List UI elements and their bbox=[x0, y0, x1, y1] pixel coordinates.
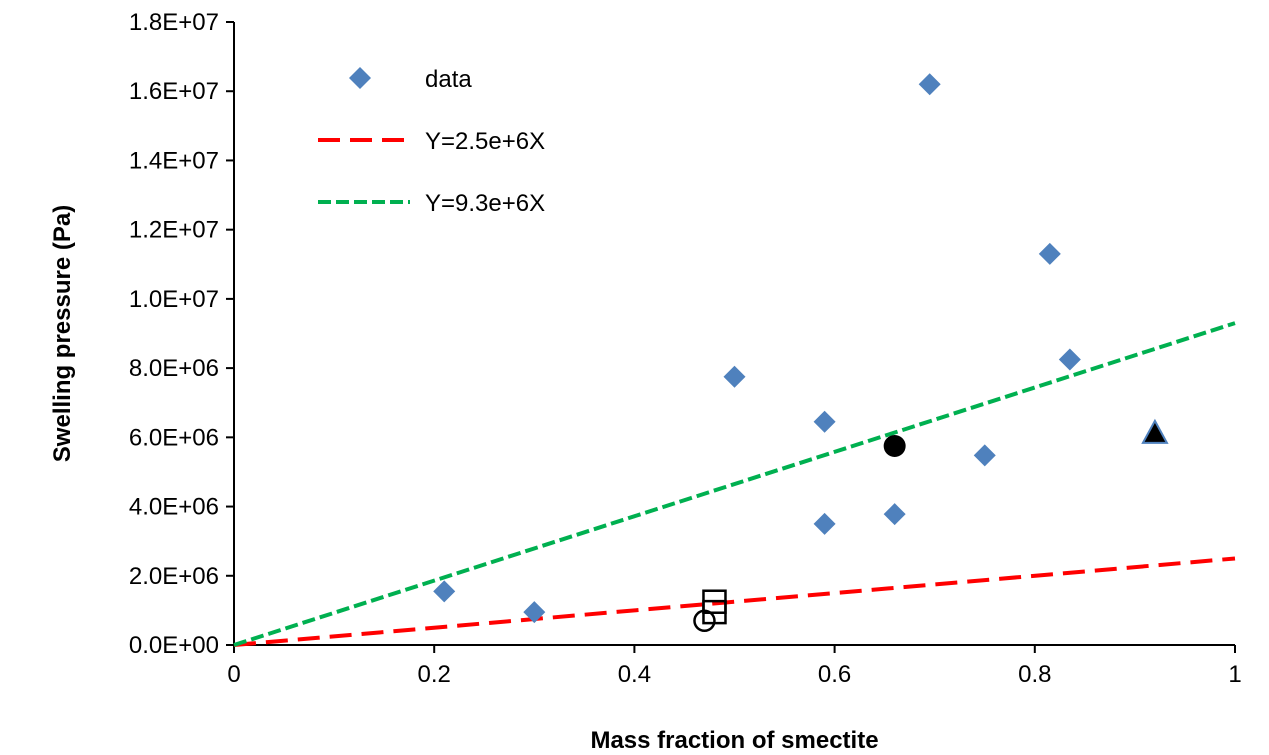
data-point bbox=[973, 444, 996, 467]
legend-line-1-label: Y=2.5e+6X bbox=[425, 128, 545, 155]
data-point bbox=[813, 512, 836, 535]
x-axis-ticks: 0 0.2 0.4 0.6 0.8 1 bbox=[227, 645, 1242, 688]
y-tick-label: 4.0E+06 bbox=[129, 494, 219, 521]
y-tick-label: 6.0E+06 bbox=[129, 424, 219, 451]
open-square-point bbox=[702, 589, 727, 614]
legend-line-2-label: Y=9.3e+6X bbox=[425, 190, 545, 217]
y-tick-label: 1.0E+07 bbox=[129, 286, 219, 313]
x-tick-label: 1 bbox=[1228, 661, 1241, 688]
fit-line-2 bbox=[233, 321, 1236, 647]
y-tick-label: 1.2E+07 bbox=[129, 217, 219, 244]
x-axis-title: Mass fraction of smectite bbox=[590, 727, 878, 754]
data-point bbox=[1058, 348, 1081, 371]
x-tick-label: 0.4 bbox=[618, 661, 651, 688]
y-tick-label: 1.4E+07 bbox=[129, 147, 219, 174]
y-axis-title: Swelling pressure (Pa) bbox=[49, 205, 76, 462]
data-point bbox=[918, 73, 941, 96]
y-tick-label: 1.8E+07 bbox=[129, 9, 219, 36]
x-tick-label: 0.2 bbox=[418, 661, 451, 688]
y-tick-label: 1.6E+07 bbox=[129, 78, 219, 105]
legend: data Y=2.5e+6X Y=9.3e+6X bbox=[318, 66, 545, 217]
filled-triangle-point bbox=[1141, 418, 1169, 444]
x-tick-label: 0.6 bbox=[818, 661, 851, 688]
filled-circle-point bbox=[883, 434, 906, 457]
legend-data-marker bbox=[349, 67, 371, 89]
data-point bbox=[523, 601, 546, 624]
fit-line-1 bbox=[233, 556, 1236, 647]
data-point bbox=[433, 580, 456, 603]
x-tick-label: 0 bbox=[227, 661, 240, 688]
data-point bbox=[883, 503, 906, 526]
legend-data-label: data bbox=[425, 66, 472, 93]
data-points bbox=[433, 73, 1081, 624]
data-point bbox=[813, 410, 836, 433]
extra-points bbox=[693, 418, 1169, 633]
data-point bbox=[1038, 242, 1061, 265]
y-tick-label: 2.0E+06 bbox=[129, 563, 219, 590]
x-tick-label: 0.8 bbox=[1018, 661, 1051, 688]
y-tick-label: 0.0E+00 bbox=[129, 632, 219, 659]
y-tick-label: 8.0E+06 bbox=[129, 355, 219, 382]
fit-lines bbox=[233, 321, 1236, 647]
data-point bbox=[723, 365, 746, 388]
y-axis-ticks: 0.0E+00 2.0E+06 4.0E+06 6.0E+06 8.0E+06 1.0E+… bbox=[129, 9, 234, 659]
